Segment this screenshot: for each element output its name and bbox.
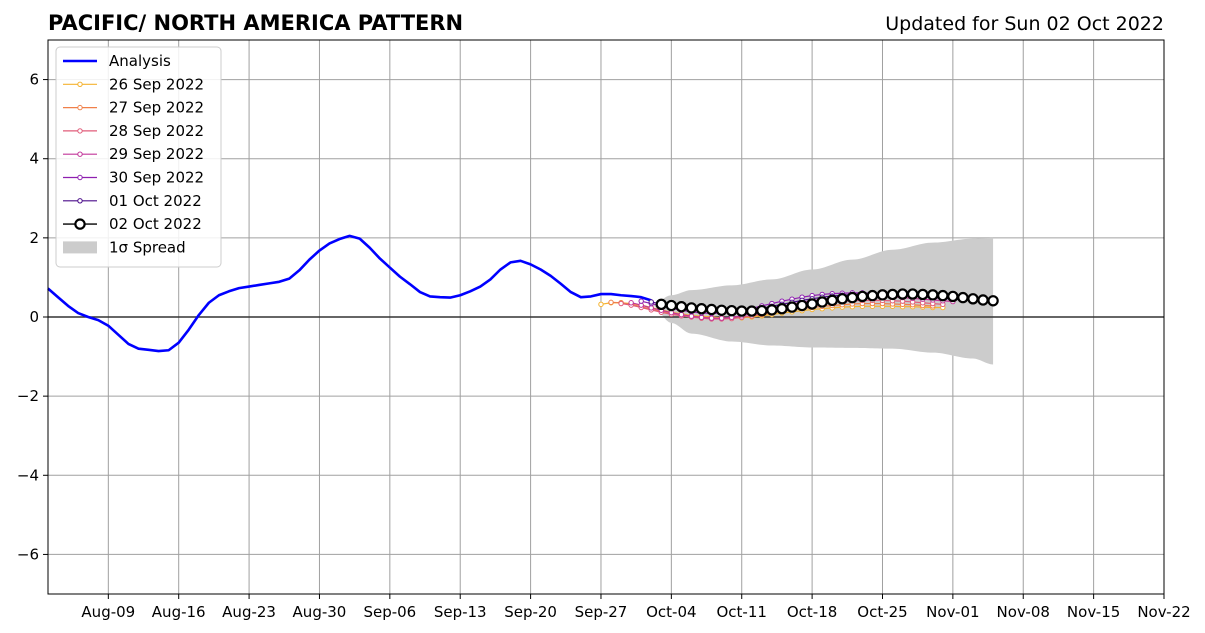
x-tick-label: Aug-23 <box>222 603 276 621</box>
latest-forecast-point <box>906 288 919 300</box>
x-tick-label: Aug-30 <box>293 603 347 621</box>
x-tick-label: Sep-06 <box>363 603 416 621</box>
x-tick-label: Sep-27 <box>575 603 628 621</box>
latest-forecast-point <box>957 291 969 304</box>
latest-forecast-point <box>987 295 999 307</box>
legend-label: Analysis <box>109 52 171 70</box>
forecast-point <box>628 300 634 306</box>
latest-forecast-point <box>746 305 758 317</box>
latest-forecast-point <box>947 290 959 303</box>
x-tick-label: Nov-15 <box>1067 603 1120 621</box>
latest-forecast-point <box>977 294 989 306</box>
legend-swatch-marker <box>77 104 83 111</box>
latest-forecast-point <box>675 301 688 313</box>
latest-forecast-point <box>756 304 768 317</box>
analysis-line <box>47 234 652 353</box>
latest-forecast-point <box>695 302 708 315</box>
chart-title: PACIFIC/ NORTH AMERICA PATTERN <box>48 11 463 35</box>
legend-swatch-marker <box>77 151 83 157</box>
legend-label: 26 Sep 2022 <box>109 75 204 93</box>
latest-forecast-point <box>715 304 728 316</box>
latest-forecast-point <box>826 294 838 307</box>
latest-forecast-point <box>967 293 979 305</box>
latest-forecast-point <box>876 289 889 301</box>
x-tick-label: Nov-08 <box>997 603 1050 621</box>
forecast-point <box>598 301 604 308</box>
y-tick-label: −4 <box>17 466 39 484</box>
chart-subtitle: Updated for Sun 02 Oct 2022 <box>885 13 1164 35</box>
forecast-point <box>638 298 644 304</box>
latest-forecast-point <box>866 289 879 302</box>
latest-forecast-point <box>685 302 698 314</box>
y-tick-label: −6 <box>17 545 39 563</box>
latest-forecast-point <box>725 304 738 317</box>
legend-label: 27 Sep 2022 <box>109 99 204 117</box>
latest-forecast-point <box>665 299 678 312</box>
x-tick-label: Sep-20 <box>504 603 557 621</box>
latest-forecast-point <box>766 304 778 316</box>
axis-ticks: Aug-09 Aug-16 Aug-23 Aug-30 Sep-06 Sep-13 Sep-… <box>17 71 1191 621</box>
latest-forecast-point <box>806 298 818 310</box>
legend-box <box>55 46 222 268</box>
latest-forecast-point <box>836 293 848 305</box>
forecast-point <box>648 299 654 305</box>
latest-forecast-point <box>655 298 667 311</box>
forecast-point <box>618 300 624 307</box>
y-tick-label: 6 <box>29 71 39 89</box>
legend-swatch-marker <box>74 218 86 230</box>
x-tick-label: Aug-16 <box>152 603 206 621</box>
latest-forecast-point <box>937 289 949 302</box>
legend-label: 29 Sep 2022 <box>109 145 204 163</box>
legend-label: 1σ Spread <box>109 238 186 256</box>
forecast-point <box>688 313 695 319</box>
x-tick-label: Oct-04 <box>646 603 696 621</box>
legend-swatch-marker <box>77 81 83 88</box>
y-tick-label: −2 <box>17 387 39 405</box>
forecast-point <box>608 299 614 306</box>
legend-swatch-marker <box>77 128 83 134</box>
latest-forecast-point <box>917 288 929 301</box>
legend-label: 30 Sep 2022 <box>109 169 204 187</box>
legend-swatch-marker <box>77 198 83 204</box>
forecast-point <box>718 315 725 321</box>
latest-forecast-point <box>856 290 869 303</box>
x-tick-label: Aug-09 <box>81 603 135 621</box>
x-tick-label: Oct-11 <box>717 603 767 621</box>
x-tick-label: Sep-13 <box>434 603 487 621</box>
legend: Analysis 26 Sep 2022 27 Sep 2022 28 Sep 202… <box>55 46 222 268</box>
legend-label: 01 Oct 2022 <box>109 192 202 210</box>
legend-label: 02 Oct 2022 <box>109 215 202 233</box>
legend-swatch-marker <box>77 174 83 181</box>
series-layer <box>47 234 999 353</box>
x-tick-label: Nov-01 <box>926 603 979 621</box>
latest-forecast-point <box>927 289 939 301</box>
latest-forecast-point <box>705 303 718 316</box>
x-tick-label: Nov-22 <box>1137 603 1190 621</box>
legend-swatch-spread <box>63 241 97 254</box>
forecast-point <box>648 305 654 311</box>
latest-forecast-point <box>776 302 788 315</box>
y-tick-label: 2 <box>29 229 39 247</box>
forecast-point <box>708 315 715 321</box>
x-tick-label: Oct-25 <box>857 603 907 621</box>
forecast-point <box>678 311 685 318</box>
latest-forecast-point <box>736 305 748 317</box>
latest-forecast-point <box>816 296 828 308</box>
latest-forecast-point <box>846 291 859 304</box>
latest-forecast-point <box>786 301 798 313</box>
legend-label: 28 Sep 2022 <box>109 122 204 140</box>
forecast-point <box>698 314 705 321</box>
latest-forecast-point <box>896 288 909 300</box>
latest-forecast-point <box>796 299 808 312</box>
latest-forecast-point <box>886 288 899 301</box>
y-tick-label: 0 <box>29 308 39 326</box>
y-tick-label: 4 <box>29 150 39 168</box>
x-tick-label: Oct-18 <box>787 603 837 621</box>
